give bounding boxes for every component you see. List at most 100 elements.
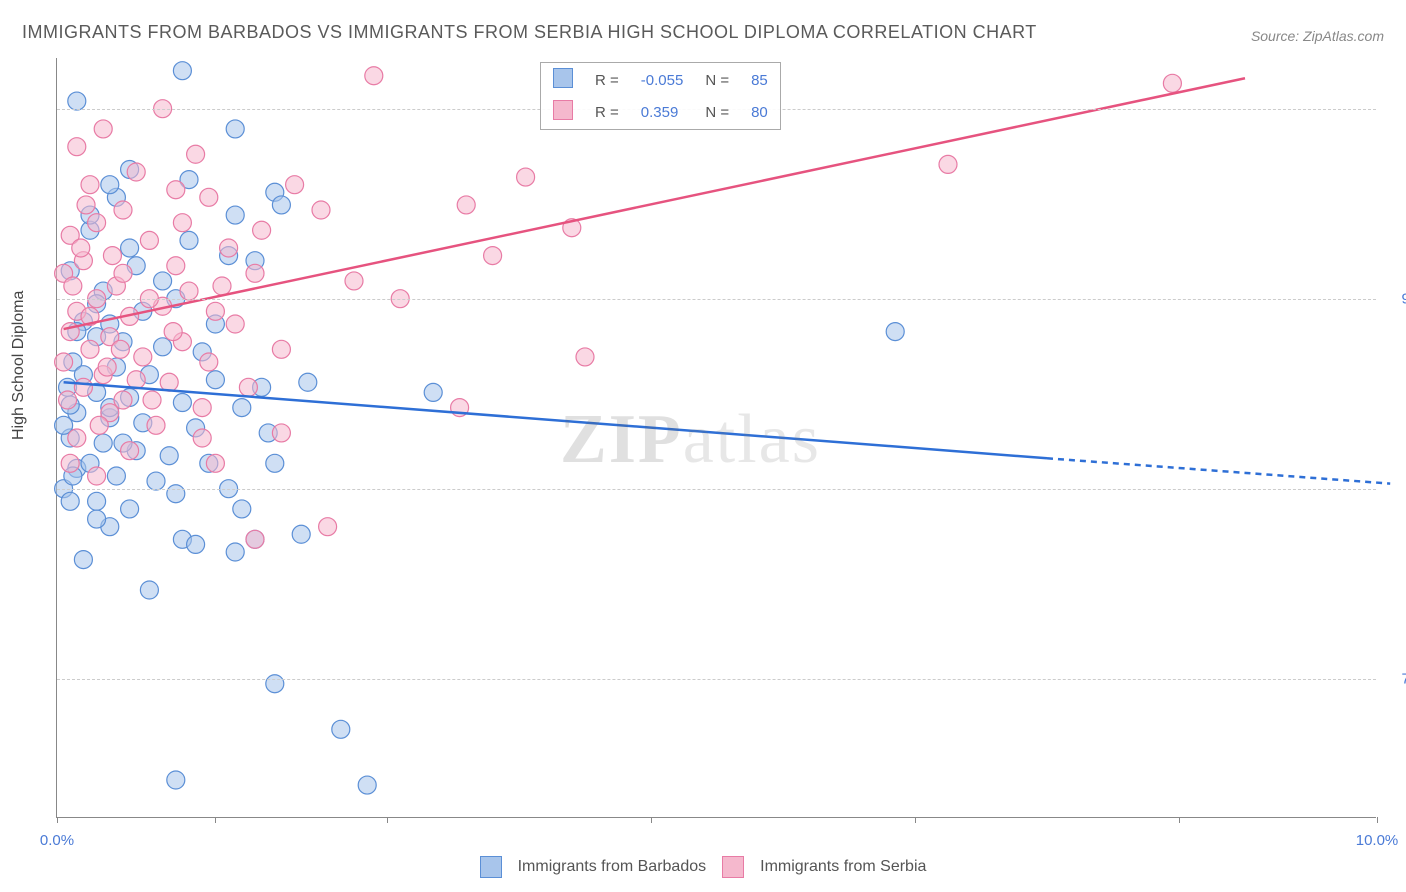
data-point (266, 454, 284, 472)
legend-swatch (722, 856, 744, 878)
x-tick (57, 817, 58, 823)
trend-line (64, 382, 1047, 458)
data-point (319, 518, 337, 536)
data-point (173, 62, 191, 80)
data-point (272, 424, 290, 442)
data-point (94, 120, 112, 138)
data-point (88, 467, 106, 485)
data-point (68, 429, 86, 447)
data-point (233, 500, 251, 518)
data-point (206, 302, 224, 320)
x-tick-label: 10.0% (1356, 832, 1399, 849)
data-point (200, 188, 218, 206)
data-point (365, 67, 383, 85)
data-point (101, 176, 119, 194)
trend-line (1047, 458, 1390, 483)
gridline (57, 679, 1376, 680)
data-point (266, 675, 284, 693)
data-point (77, 196, 95, 214)
data-point (160, 447, 178, 465)
data-point (134, 348, 152, 366)
data-point (94, 434, 112, 452)
source-attribution: Source: ZipAtlas.com (1251, 28, 1384, 44)
data-point (226, 206, 244, 224)
data-point (226, 315, 244, 333)
data-point (167, 485, 185, 503)
data-point (127, 371, 145, 389)
legend-swatch (480, 856, 502, 878)
y-tick-label: 77.5% (1401, 670, 1406, 687)
data-point (233, 399, 251, 417)
data-point (173, 214, 191, 232)
data-point (457, 196, 475, 214)
data-point (226, 120, 244, 138)
data-point (424, 383, 442, 401)
data-point (160, 373, 178, 391)
data-point (272, 340, 290, 358)
data-point (114, 264, 132, 282)
x-tick (651, 817, 652, 823)
data-point (114, 201, 132, 219)
data-point (206, 371, 224, 389)
x-tick (1179, 817, 1180, 823)
n-value: 80 (741, 97, 778, 127)
data-point (272, 196, 290, 214)
data-point (140, 231, 158, 249)
data-point (292, 525, 310, 543)
data-point (61, 492, 79, 510)
data-point (312, 201, 330, 219)
y-tick-label: 92.5% (1401, 290, 1406, 307)
data-point (286, 176, 304, 194)
data-point (1163, 74, 1181, 92)
gridline (57, 299, 1376, 300)
data-point (167, 181, 185, 199)
data-point (206, 454, 224, 472)
data-point (345, 272, 363, 290)
data-point (111, 340, 129, 358)
data-point (88, 492, 106, 510)
data-point (121, 442, 139, 460)
data-point (74, 551, 92, 569)
legend-swatch (553, 68, 573, 88)
legend-row: R =-0.055N =85 (543, 65, 778, 95)
data-point (64, 277, 82, 295)
data-point (358, 776, 376, 794)
data-point (81, 176, 99, 194)
data-point (81, 340, 99, 358)
data-point (74, 378, 92, 396)
r-value: -0.055 (631, 65, 694, 95)
data-point (127, 163, 145, 181)
data-point (72, 239, 90, 257)
data-point (88, 214, 106, 232)
data-point (103, 247, 121, 265)
data-point (484, 247, 502, 265)
data-point (576, 348, 594, 366)
data-point (187, 145, 205, 163)
data-point (164, 323, 182, 341)
series-legend: Immigrants from BarbadosImmigrants from … (0, 856, 1406, 878)
data-point (180, 231, 198, 249)
x-tick-label: 0.0% (40, 832, 74, 849)
data-point (121, 239, 139, 257)
gridline (57, 489, 1376, 490)
y-axis-label: High School Diploma (10, 291, 28, 440)
data-point (167, 771, 185, 789)
data-point (886, 323, 904, 341)
data-point (154, 272, 172, 290)
data-point (213, 277, 231, 295)
x-tick (915, 817, 916, 823)
r-value: 0.359 (631, 97, 694, 127)
data-point (193, 399, 211, 417)
r-label: R = (585, 65, 629, 95)
n-label: N = (695, 97, 739, 127)
data-point (140, 581, 158, 599)
data-point (90, 416, 108, 434)
data-point (167, 257, 185, 275)
n-value: 85 (741, 65, 778, 95)
data-point (246, 530, 264, 548)
data-point (246, 264, 264, 282)
data-point (61, 454, 79, 472)
data-point (193, 429, 211, 447)
data-point (55, 353, 73, 371)
data-point (68, 92, 86, 110)
